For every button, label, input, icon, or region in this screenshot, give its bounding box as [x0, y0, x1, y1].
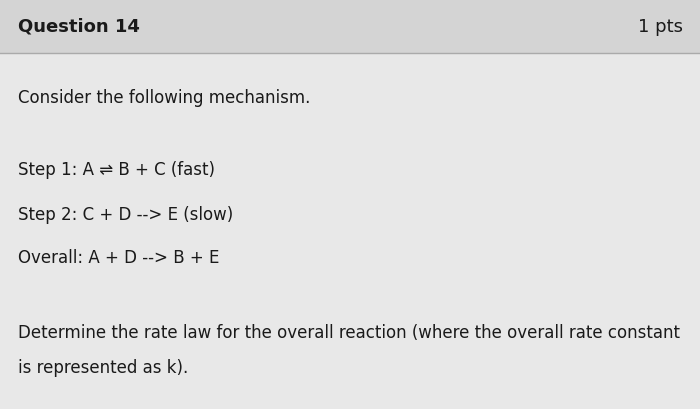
Text: Question 14: Question 14 [18, 18, 139, 36]
Text: Overall: A + D --> B + E: Overall: A + D --> B + E [18, 249, 219, 267]
Text: is represented as k).: is represented as k). [18, 359, 188, 377]
Text: Step 1: A ⇌ B + C (fast): Step 1: A ⇌ B + C (fast) [18, 161, 214, 179]
Bar [0, 0, 700, 53]
Text: Consider the following mechanism.: Consider the following mechanism. [18, 89, 310, 107]
Text: Step 2: C + D --> E (slow): Step 2: C + D --> E (slow) [18, 206, 232, 224]
Text: 1 pts: 1 pts [638, 18, 682, 36]
Text: Determine the rate law for the overall reaction (where the overall rate constant: Determine the rate law for the overall r… [18, 324, 680, 342]
